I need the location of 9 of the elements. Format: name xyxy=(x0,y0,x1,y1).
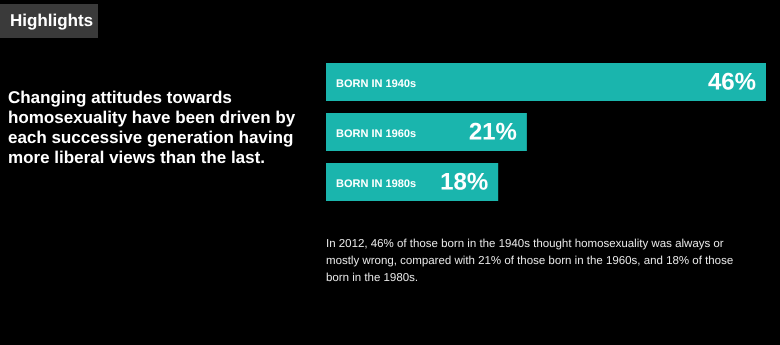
y-tick-label: BORN IN 1980s xyxy=(336,178,416,190)
y-tick-label: BORN IN 1940s xyxy=(336,78,416,90)
data-label: 46% xyxy=(708,68,756,96)
data-label: 18% xyxy=(440,168,488,196)
data-label: 21% xyxy=(468,118,517,146)
text: Highlights xyxy=(0,4,98,38)
text: Changing attitudes towards homosexuality have been driven by each successive generation having more liberal views than the last. xyxy=(8,88,296,168)
text: In 2012, 46% of those born in the 1940s thought homosexuality was always or mostly wrong, compared with 21% of those born in the 1960s, and 18% of those born in the 1980s. xyxy=(326,237,734,286)
y-tick-label: BORN IN 1960s xyxy=(336,128,416,140)
